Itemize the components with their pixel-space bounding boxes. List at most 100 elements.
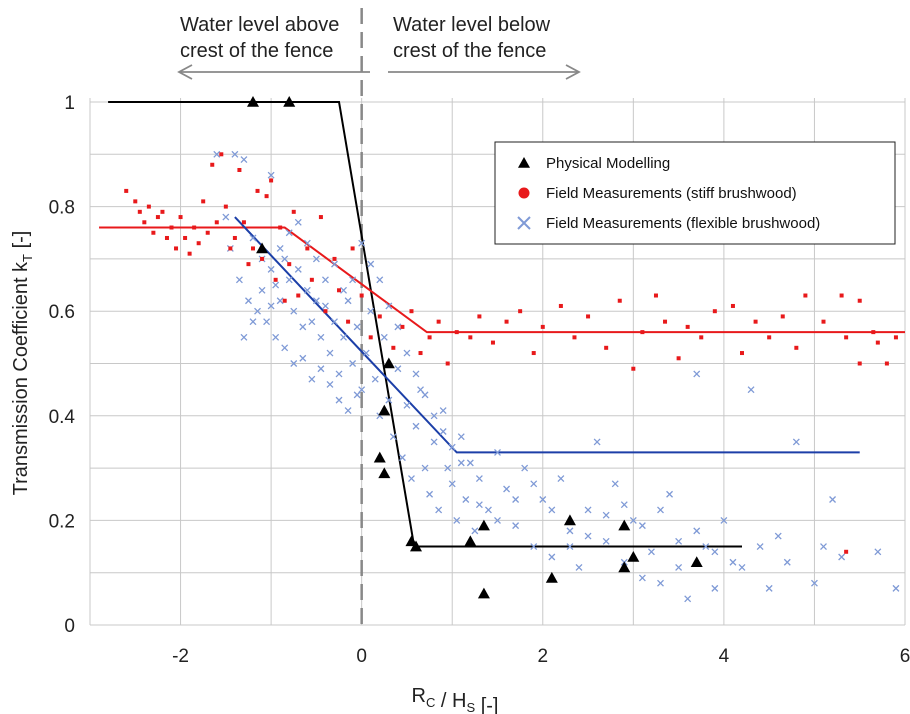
- x-tick-label: 6: [900, 646, 910, 667]
- data-point: [378, 404, 391, 416]
- data-point: [358, 239, 366, 247]
- data-point: [254, 307, 261, 315]
- y-tick-label: 0.2: [49, 511, 75, 532]
- data-point: [219, 152, 224, 157]
- data-point: [394, 323, 402, 331]
- data-point: [400, 324, 405, 329]
- data-point: [783, 558, 791, 566]
- data-point: [475, 501, 483, 509]
- data-point: [693, 370, 701, 378]
- data-point: [653, 293, 658, 298]
- data-point: [349, 276, 357, 284]
- data-point: [367, 307, 375, 315]
- data-point: [421, 464, 429, 472]
- data-point: [312, 297, 320, 305]
- data-point: [340, 333, 348, 341]
- data-point: [857, 361, 862, 366]
- data-point: [283, 96, 296, 107]
- data-point: [444, 464, 452, 472]
- data-point: [421, 391, 429, 399]
- data-point: [477, 587, 490, 599]
- fit-lines: [99, 101, 905, 548]
- data-point: [308, 318, 316, 326]
- data-point: [214, 220, 219, 225]
- data-point: [494, 448, 501, 456]
- data-point: [326, 349, 334, 357]
- data-point: [503, 485, 511, 493]
- data-point: [222, 213, 230, 221]
- fit-line: [108, 101, 742, 548]
- data-point: [844, 335, 849, 340]
- data-point: [477, 519, 490, 531]
- data-point: [604, 345, 609, 350]
- data-point: [675, 537, 683, 545]
- data-point: [418, 351, 423, 356]
- data-point: [196, 241, 201, 246]
- data-point: [712, 309, 717, 314]
- legend-label: Field Measurements (stiff brushwood): [546, 185, 797, 202]
- data-point: [249, 234, 257, 242]
- data-point: [169, 225, 174, 230]
- data-point: [192, 225, 197, 230]
- data-point: [575, 564, 583, 571]
- data-point: [618, 561, 631, 573]
- data-point: [563, 514, 576, 526]
- data-point: [309, 277, 314, 282]
- legend-marker: [518, 187, 530, 199]
- data-point: [685, 324, 690, 329]
- data-point: [531, 351, 536, 356]
- data-point: [278, 225, 283, 230]
- data-point: [457, 433, 465, 441]
- data-point: [699, 335, 704, 340]
- data-point: [187, 251, 192, 256]
- x-tick-label: 0: [356, 646, 367, 667]
- data-point: [124, 188, 129, 193]
- data-point: [391, 345, 396, 350]
- annotation-below-line2: crest of the fence: [393, 40, 546, 62]
- data-point: [593, 438, 601, 446]
- data-point: [820, 543, 827, 551]
- data-point: [133, 199, 138, 204]
- data-point: [231, 150, 239, 158]
- axis-labels: RC / HS [-] Transmission Coefficient kT […: [10, 231, 498, 714]
- data-point: [457, 459, 465, 467]
- data-point: [155, 215, 160, 220]
- data-point: [210, 162, 215, 167]
- data-point: [205, 230, 210, 235]
- data-point: [394, 365, 402, 373]
- data-point: [494, 516, 501, 524]
- data-point: [276, 297, 284, 305]
- data-point: [874, 548, 882, 556]
- data-point: [566, 527, 574, 535]
- y-tick-label: 0.4: [49, 407, 76, 428]
- y-tick-label: 0.8: [49, 198, 75, 219]
- data-point: [657, 579, 664, 587]
- y-tick-label: 1: [64, 93, 75, 114]
- data-point: [272, 333, 280, 341]
- data-point: [335, 370, 343, 378]
- data-point: [255, 188, 260, 193]
- data-point: [740, 351, 744, 356]
- data-point: [371, 375, 379, 383]
- data-point: [829, 496, 837, 503]
- data-point: [572, 335, 577, 340]
- data-point: [344, 407, 352, 415]
- data-point: [267, 265, 275, 273]
- data-point: [326, 380, 334, 388]
- data-point: [477, 314, 482, 319]
- data-point: [385, 302, 393, 310]
- data-point: [142, 220, 147, 225]
- data-point: [445, 361, 450, 366]
- data-point: [666, 490, 674, 498]
- data-point: [246, 262, 251, 267]
- data-point: [484, 506, 492, 514]
- data-point: [512, 522, 520, 530]
- data-point: [321, 302, 329, 310]
- data-point: [875, 340, 880, 345]
- data-point: [287, 262, 292, 267]
- legend-marker: [518, 157, 530, 168]
- data-point: [435, 506, 443, 514]
- data-point: [586, 314, 591, 319]
- data-point: [281, 255, 289, 263]
- data-point: [448, 480, 456, 488]
